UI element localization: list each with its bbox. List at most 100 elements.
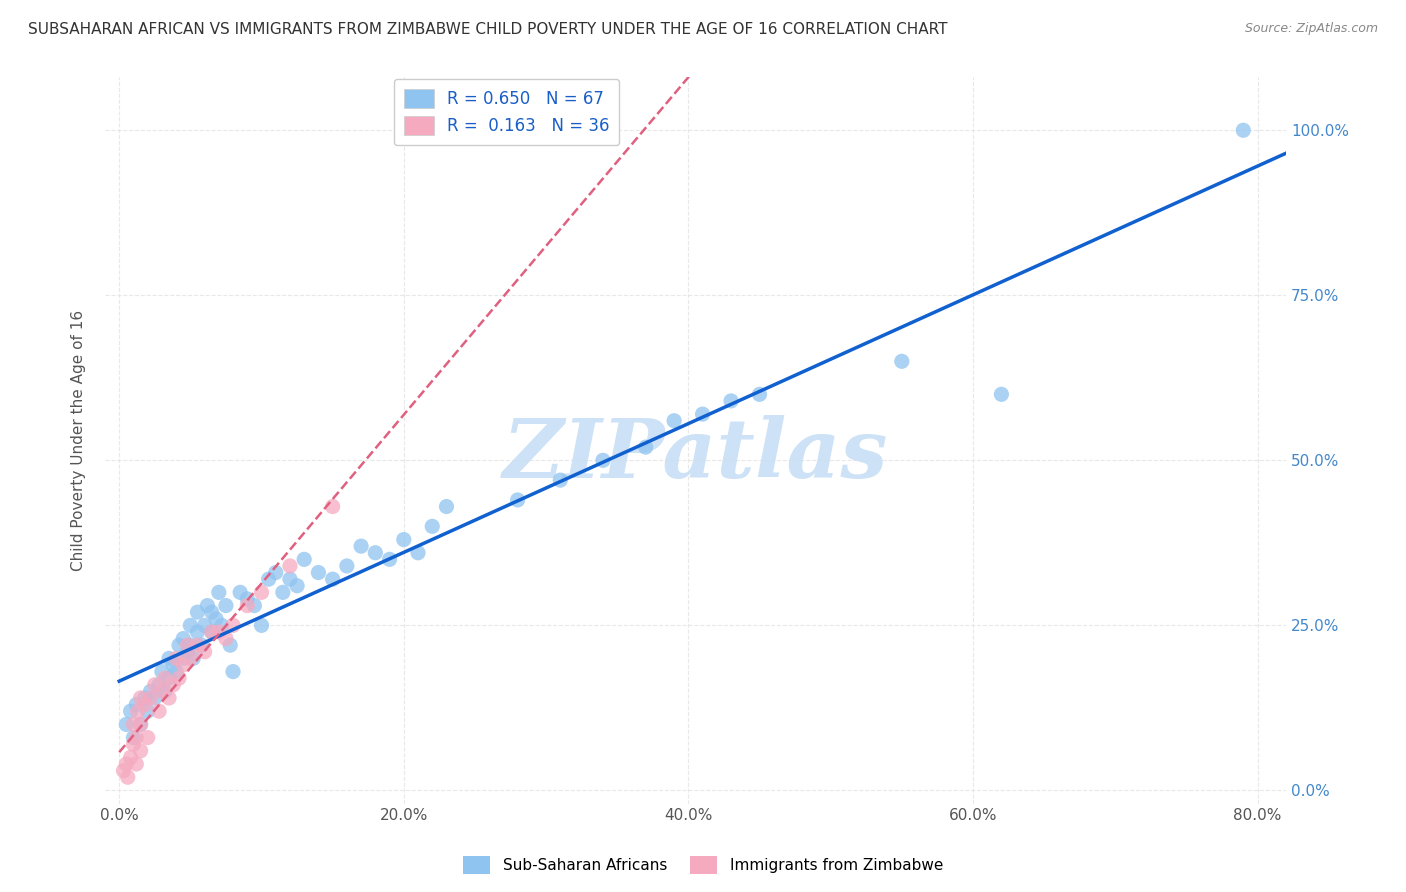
Point bbox=[129, 744, 152, 758]
Point bbox=[129, 717, 152, 731]
Point bbox=[322, 572, 344, 586]
Point bbox=[179, 618, 201, 632]
Point bbox=[292, 552, 315, 566]
Point bbox=[205, 612, 228, 626]
Point bbox=[115, 757, 138, 772]
Point bbox=[201, 624, 224, 639]
Point bbox=[139, 691, 162, 706]
Point bbox=[167, 638, 190, 652]
Point bbox=[250, 585, 273, 599]
Point bbox=[190, 638, 212, 652]
Point bbox=[890, 354, 912, 368]
Point bbox=[136, 704, 159, 718]
Point bbox=[250, 618, 273, 632]
Point bbox=[157, 691, 180, 706]
Point bbox=[243, 599, 266, 613]
Point bbox=[219, 638, 242, 652]
Point bbox=[143, 678, 166, 692]
Point bbox=[157, 671, 180, 685]
Point bbox=[165, 665, 187, 679]
Point bbox=[115, 717, 138, 731]
Point bbox=[153, 684, 176, 698]
Point bbox=[125, 731, 148, 745]
Point bbox=[436, 500, 458, 514]
Point bbox=[194, 645, 217, 659]
Text: Source: ZipAtlas.com: Source: ZipAtlas.com bbox=[1244, 22, 1378, 36]
Point bbox=[662, 414, 685, 428]
Point bbox=[990, 387, 1012, 401]
Point bbox=[153, 671, 176, 685]
Point bbox=[550, 473, 572, 487]
Point bbox=[167, 671, 190, 685]
Point bbox=[322, 500, 344, 514]
Point bbox=[134, 698, 156, 712]
Text: SUBSAHARAN AFRICAN VS IMMIGRANTS FROM ZIMBABWE CHILD POVERTY UNDER THE AGE OF 16: SUBSAHARAN AFRICAN VS IMMIGRANTS FROM ZI… bbox=[28, 22, 948, 37]
Point bbox=[271, 585, 294, 599]
Point bbox=[392, 533, 415, 547]
Point bbox=[264, 566, 287, 580]
Point bbox=[197, 599, 219, 613]
Point bbox=[186, 624, 208, 639]
Point bbox=[257, 572, 280, 586]
Point bbox=[506, 492, 529, 507]
Point bbox=[162, 657, 184, 672]
Point bbox=[720, 393, 742, 408]
Point bbox=[215, 632, 238, 646]
Point bbox=[208, 585, 231, 599]
Point bbox=[692, 407, 714, 421]
Point bbox=[236, 591, 259, 606]
Point bbox=[172, 632, 194, 646]
Point bbox=[179, 638, 201, 652]
Point bbox=[378, 552, 401, 566]
Point bbox=[125, 757, 148, 772]
Point bbox=[117, 770, 139, 784]
Point bbox=[122, 731, 145, 745]
Point bbox=[143, 691, 166, 706]
Point bbox=[201, 624, 224, 639]
Point bbox=[122, 737, 145, 751]
Point bbox=[222, 665, 245, 679]
Point bbox=[215, 599, 238, 613]
Point bbox=[181, 651, 204, 665]
Point bbox=[236, 599, 259, 613]
Point bbox=[208, 624, 231, 639]
Point bbox=[125, 698, 148, 712]
Point bbox=[194, 618, 217, 632]
Point bbox=[307, 566, 329, 580]
Legend: Sub-Saharan Africans, Immigrants from Zimbabwe: Sub-Saharan Africans, Immigrants from Zi… bbox=[457, 850, 949, 880]
Point bbox=[186, 638, 208, 652]
Point bbox=[148, 704, 170, 718]
Point bbox=[120, 750, 142, 764]
Point bbox=[150, 665, 173, 679]
Point bbox=[350, 539, 373, 553]
Point bbox=[1232, 123, 1254, 137]
Point bbox=[211, 618, 233, 632]
Point bbox=[748, 387, 770, 401]
Point bbox=[222, 618, 245, 632]
Point bbox=[157, 651, 180, 665]
Point bbox=[634, 440, 657, 454]
Legend: R = 0.650   N = 67, R =  0.163   N = 36: R = 0.650 N = 67, R = 0.163 N = 36 bbox=[394, 78, 620, 145]
Point bbox=[176, 645, 198, 659]
Point bbox=[285, 579, 308, 593]
Point bbox=[148, 678, 170, 692]
Point bbox=[179, 651, 201, 665]
Point bbox=[172, 651, 194, 665]
Point bbox=[420, 519, 443, 533]
Point bbox=[162, 678, 184, 692]
Point bbox=[150, 684, 173, 698]
Point bbox=[172, 657, 194, 672]
Point bbox=[592, 453, 614, 467]
Point bbox=[129, 717, 152, 731]
Text: ZIPatlas: ZIPatlas bbox=[503, 415, 889, 495]
Point bbox=[278, 572, 301, 586]
Point bbox=[229, 585, 252, 599]
Point bbox=[201, 605, 224, 619]
Point bbox=[134, 691, 156, 706]
Point bbox=[336, 558, 359, 573]
Point bbox=[139, 684, 162, 698]
Point bbox=[176, 638, 198, 652]
Point bbox=[120, 704, 142, 718]
Point bbox=[165, 651, 187, 665]
Point bbox=[406, 546, 429, 560]
